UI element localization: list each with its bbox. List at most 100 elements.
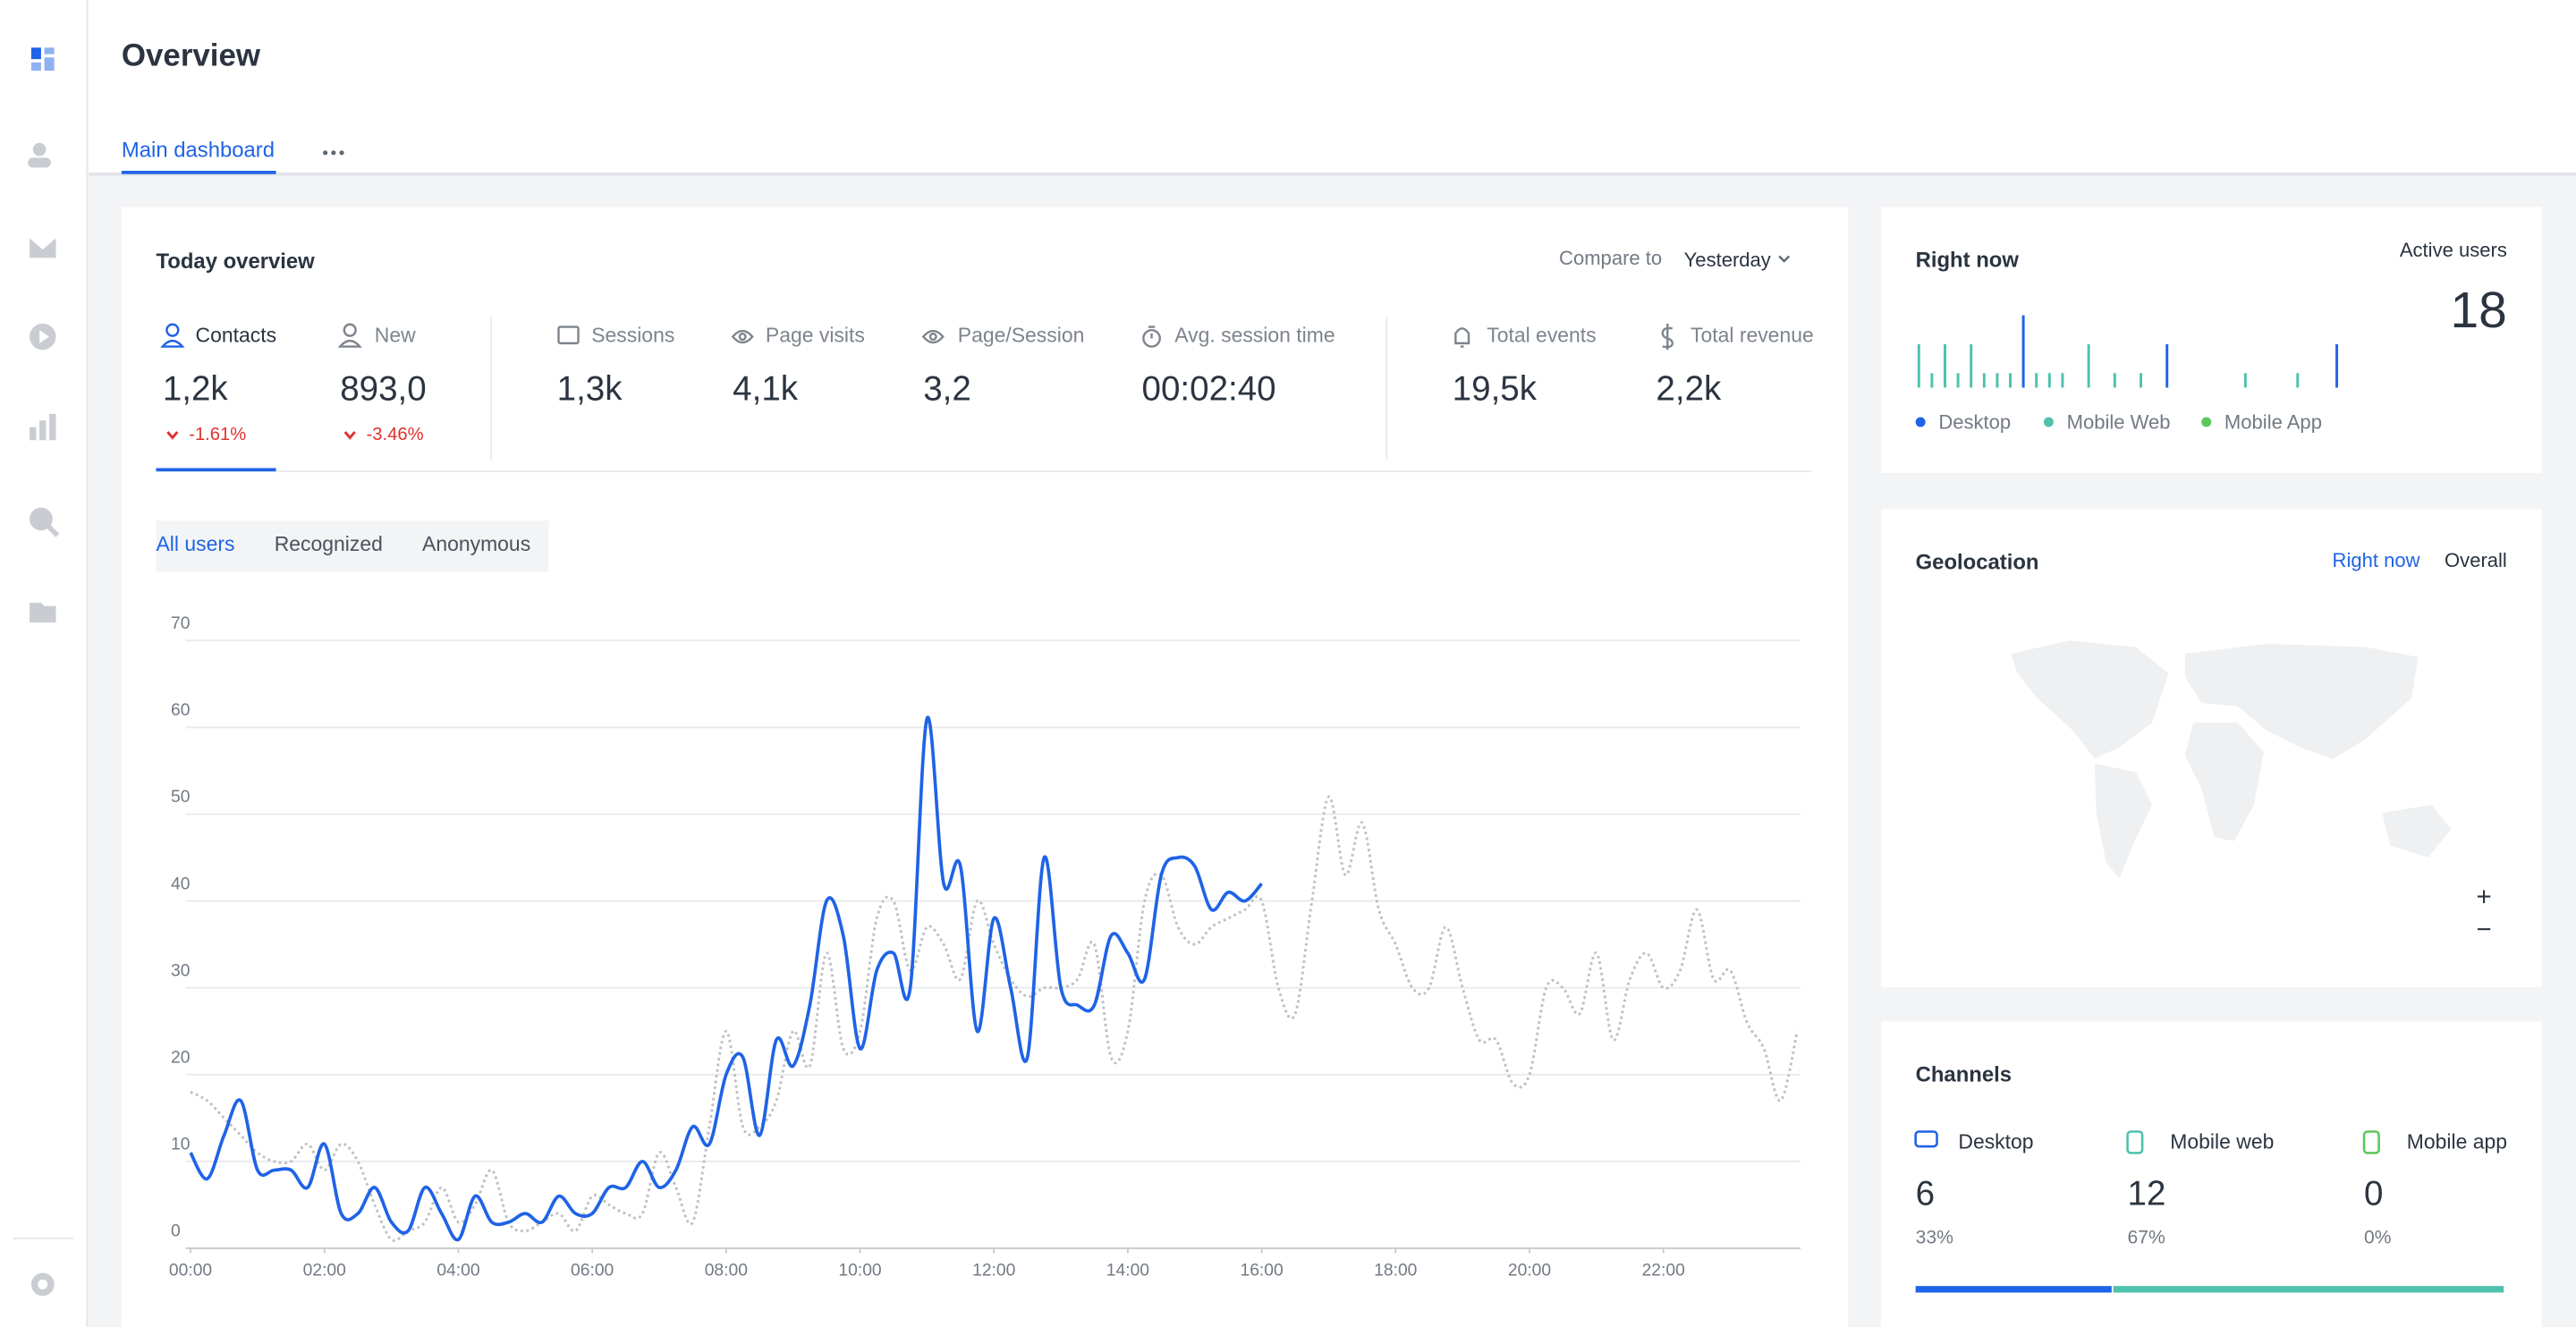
- activity-bar: [2021, 315, 2025, 388]
- legend-label: Desktop: [1938, 411, 2011, 434]
- channel-value: 0: [2364, 1174, 2383, 1213]
- activity-bar: [2047, 373, 2051, 388]
- x-tick-label: 12:00: [972, 1262, 1015, 1281]
- metric-value: 3,2: [923, 369, 971, 408]
- world-map: [2011, 640, 2452, 879]
- channel-bar: [2113, 1286, 2504, 1293]
- channel-icon: [2126, 1130, 2144, 1154]
- nav-play-glyph: [39, 330, 50, 343]
- activity-bar: [2140, 373, 2143, 388]
- icon-contacts: [165, 323, 180, 337]
- activity-bar: [1970, 343, 1973, 388]
- header: [89, 0, 2576, 174]
- segment[interactable]: Recognized: [275, 532, 383, 555]
- channel-value: 12: [2128, 1174, 2166, 1213]
- icon-pps-pupil: [928, 333, 937, 342]
- nav-search[interactable]: [30, 507, 53, 531]
- legend-label: Mobile App: [2224, 411, 2322, 434]
- x-tick-label: 22:00: [1642, 1262, 1685, 1281]
- card-title: Right now: [1916, 248, 2020, 272]
- channel-name: Desktop: [1958, 1129, 2033, 1153]
- segment[interactable]: Anonymous: [422, 532, 530, 555]
- y-tick-label: 70: [171, 614, 190, 633]
- tab[interactable]: Main dashboard: [122, 138, 275, 162]
- page-title: Overview: [122, 38, 261, 73]
- nav-mail[interactable]: [30, 238, 56, 258]
- activity-bar: [1944, 343, 1946, 388]
- metric-value: 4,1k: [733, 369, 799, 408]
- activity-bar: [2335, 343, 2339, 388]
- change-arrow: [343, 431, 356, 440]
- channel-name: Mobile app: [2407, 1129, 2507, 1153]
- continent: [2184, 644, 2419, 759]
- dot: [323, 150, 328, 156]
- compare-select[interactable]: Yesterday: [1684, 249, 1771, 271]
- metric-value: 00:02:40: [1142, 369, 1276, 408]
- continent: [2184, 723, 2265, 841]
- continent: [2094, 764, 2153, 879]
- metric-label: Page visits: [766, 324, 865, 347]
- metric-label: Total events: [1487, 324, 1596, 347]
- activity-bar: [1982, 373, 1986, 388]
- sidebar-icons[interactable]: [13, 47, 74, 1297]
- channel-bar: [1915, 1286, 2112, 1293]
- x-tick-label: 10:00: [838, 1262, 881, 1281]
- metric-value: 1,2k: [163, 369, 229, 408]
- tab-more[interactable]: [323, 150, 344, 156]
- compare-label: Compare to: [1559, 247, 1662, 269]
- activity-bar: [1930, 373, 1934, 388]
- y-tick-label: 40: [171, 875, 190, 893]
- metric-label: Contacts: [196, 324, 277, 347]
- icon-visits-pupil: [738, 333, 747, 342]
- legend-dot: [1915, 417, 1926, 427]
- segment[interactable]: All users: [156, 532, 234, 555]
- metric-change: -1.61%: [189, 425, 246, 444]
- icon-pps: [921, 329, 945, 344]
- icon-new: [343, 323, 357, 337]
- channels-card: [1881, 1021, 2542, 1327]
- x-tick-label: 18:00: [1374, 1262, 1417, 1281]
- overview-card: [121, 207, 1849, 1327]
- geo-tab[interactable]: Overall: [2445, 549, 2507, 571]
- icon-revenue: [1661, 323, 1674, 351]
- activity-bar: [2009, 373, 2012, 388]
- card-title: Geolocation: [1916, 550, 2039, 574]
- metrics: Contacts 1,2k -1.61% New 893,0 -3.46% Sessions…: [163, 324, 1814, 444]
- legend-label: Mobile Web: [2067, 411, 2171, 434]
- channel-share: 67%: [2128, 1227, 2165, 1247]
- x-tick-label: 06:00: [571, 1262, 614, 1281]
- icon-time: [1142, 328, 1161, 348]
- zoom-out[interactable]: −: [2477, 915, 2492, 944]
- right-now-card: [1881, 207, 2542, 473]
- y-tick-label: 30: [171, 961, 190, 980]
- nav-dashboard-part: [44, 57, 55, 71]
- activity-bar: [2087, 343, 2090, 388]
- dot: [331, 150, 336, 156]
- icon-sessions: [557, 325, 580, 345]
- zoom-in[interactable]: +: [2477, 882, 2492, 911]
- y-tick-label: 50: [171, 788, 190, 807]
- nav-files[interactable]: [30, 603, 56, 623]
- nav-contacts[interactable]: [32, 142, 47, 156]
- nav-analytics-bar: [49, 413, 56, 441]
- geo-tab[interactable]: Right now: [2333, 549, 2420, 571]
- nav-analytics[interactable]: [30, 427, 37, 441]
- card-title: Channels: [1916, 1062, 2012, 1086]
- x-tick-label: 16:00: [1241, 1262, 1284, 1281]
- channel-name: Mobile web: [2170, 1129, 2274, 1153]
- nav-dashboard[interactable]: [30, 47, 41, 60]
- channel-share: 33%: [1916, 1227, 1953, 1247]
- y-tick-label: 10: [171, 1136, 190, 1154]
- x-tick-label: 20:00: [1508, 1262, 1551, 1281]
- nav-analytics-bar: [39, 420, 47, 441]
- continent: [2011, 640, 2169, 759]
- icon-visits: [731, 329, 754, 344]
- metric-value: 2,2k: [1656, 369, 1722, 408]
- channel-value: 6: [1916, 1174, 1935, 1213]
- nav-search-handle: [46, 523, 60, 537]
- activity-bar: [2165, 343, 2169, 388]
- y-tick-label: 20: [171, 1048, 190, 1067]
- metric-value: 893,0: [340, 369, 427, 408]
